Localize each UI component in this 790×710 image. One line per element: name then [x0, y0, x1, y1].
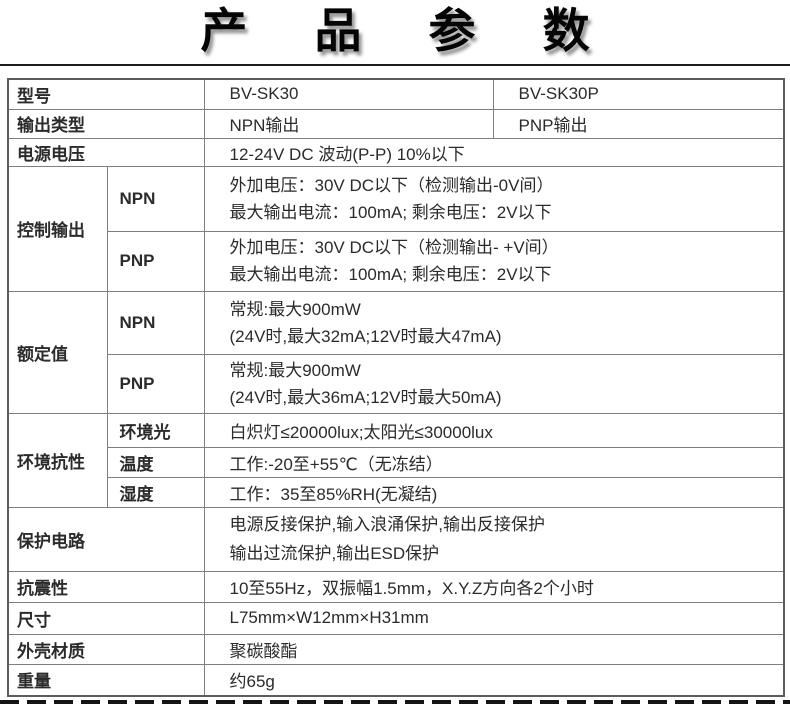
model-label: 型号	[7, 78, 205, 110]
rated-npn-line1: 常规:最大900mW	[229, 299, 361, 319]
protection-label: 保护电路	[7, 506, 205, 572]
control-output-npn-line1: 外加电压：30V DC以下（检测输出-0V间）	[229, 175, 554, 195]
rated-pnp-line1: 常规:最大900mW	[229, 360, 361, 380]
vibration-value: 10至55Hz，双振幅1.5mm，X.Y.Z方向各2个小时	[203, 570, 785, 603]
row-humidity: 湿度 工作：35至85%RH(无凝结)	[8, 476, 785, 508]
row-material: 外壳材质 聚碳酸酯	[7, 633, 785, 665]
output-type-value-npn: NPN输出	[203, 108, 494, 139]
rated-npn-label: NPN	[106, 290, 205, 355]
row-control-output-pnp: PNP 外加电压：30V DC以下（检测输出- +V间） 最大输出电流：100m…	[8, 230, 785, 292]
weight-value: 约65g	[203, 663, 785, 697]
output-type-value-pnp: PNP输出	[492, 108, 785, 139]
humidity-label: 湿度	[106, 476, 205, 508]
material-label: 外壳材质	[7, 633, 205, 665]
ambient-light-value: 白炽灯≤20000lux;太阳光≤30000lux	[203, 412, 785, 448]
control-output-pnp-value: 外加电压：30V DC以下（检测输出- +V间） 最大输出电流：100mA; 剩…	[203, 230, 785, 292]
bottom-dashed-divider	[0, 700, 790, 704]
row-power-voltage: 电源电压 12-24V DC 波动(P-P) 10%以下	[7, 137, 785, 167]
row-rated-npn: 额定值 NPN 常规:最大900mW (24V时,最大32mA;12V时最大47…	[7, 290, 785, 414]
row-temperature: 温度 工作:-20至+55℃（无冻结）	[8, 446, 785, 478]
row-model: 型号 BV-SK30 BV-SK30P	[7, 78, 785, 110]
ambient-light-label: 环境光	[106, 412, 205, 448]
page-title: 产 品 参 数	[200, 4, 617, 57]
row-dimensions: 尺寸 L75mm×W12mm×H31mm	[7, 601, 785, 635]
environment-label: 环境抗性	[7, 412, 108, 508]
control-output-pnp-line1: 外加电压：30V DC以下（检测输出- +V间）	[229, 238, 559, 257]
control-output-pnp-line2: 最大输出电流：100mA; 剩余电压：2V以下	[229, 265, 552, 284]
control-output-npn-label: NPN	[106, 165, 205, 232]
control-output-npn-line2: 最大输出电流：100mA; 剩余电压：2V以下	[229, 202, 552, 222]
rated-npn-line2: (24V时,最大32mA;12V时最大47mA)	[229, 326, 502, 346]
row-output-type: 输出类型 NPN输出 PNP输出	[7, 108, 785, 139]
row-ambient-light: 环境抗性 环境光 白炽灯≤20000lux;太阳光≤30000lux	[7, 412, 785, 508]
output-type-label: 输出类型	[7, 108, 205, 139]
rated-pnp-value: 常规:最大900mW (24V时,最大36mA;12V时最大50mA)	[203, 353, 785, 414]
protection-line1: 电源反接保护,输入浪涌保护,输出反接保护	[229, 515, 545, 534]
row-protection: 保护电路 电源反接保护,输入浪涌保护,输出反接保护 输出过流保护,输出ESD保护	[7, 506, 785, 572]
protection-value: 电源反接保护,输入浪涌保护,输出反接保护 输出过流保护,输出ESD保护	[203, 506, 785, 572]
temperature-value: 工作:-20至+55℃（无冻结）	[203, 446, 785, 478]
power-voltage-label: 电源电压	[7, 137, 205, 167]
vibration-label: 抗震性	[7, 570, 205, 603]
material-value: 聚碳酸酯	[203, 633, 785, 665]
rated-pnp-line2: (24V时,最大36mA;12V时最大50mA)	[229, 387, 502, 407]
dimensions-value: L75mm×W12mm×H31mm	[203, 601, 785, 635]
row-control-output-npn: 控制输出 NPN 外加电压：30V DC以下（检测输出-0V间） 最大输出电流：…	[7, 165, 785, 292]
control-output-npn-value: 外加电压：30V DC以下（检测输出-0V间） 最大输出电流：100mA; 剩余…	[203, 165, 785, 232]
weight-label: 重量	[7, 663, 205, 697]
product-spec-table: 型号 BV-SK30 BV-SK30P 输出类型 NPN输出 PNP输出 电源电…	[7, 78, 785, 697]
control-output-label: 控制输出	[7, 165, 108, 292]
model-value-pnp: BV-SK30P	[492, 78, 785, 110]
temperature-label: 温度	[106, 446, 205, 478]
control-output-pnp-label: PNP	[106, 230, 205, 292]
rated-pnp-label: PNP	[106, 353, 205, 414]
row-rated-pnp: PNP 常规:最大900mW (24V时,最大36mA;12V时最大50mA)	[8, 353, 785, 414]
model-value-npn: BV-SK30	[203, 78, 494, 110]
dimensions-label: 尺寸	[7, 601, 205, 635]
protection-line2: 输出过流保护,输出ESD保护	[229, 544, 440, 563]
rated-npn-value: 常规:最大900mW (24V时,最大32mA;12V时最大47mA)	[203, 290, 785, 355]
title-divider-line	[0, 64, 790, 66]
rated-value-label: 额定值	[7, 290, 108, 414]
row-vibration: 抗震性 10至55Hz，双振幅1.5mm，X.Y.Z方向各2个小时	[7, 570, 785, 603]
power-voltage-value: 12-24V DC 波动(P-P) 10%以下	[203, 137, 785, 167]
humidity-value: 工作：35至85%RH(无凝结)	[203, 476, 785, 508]
row-weight: 重量 约65g	[7, 663, 785, 697]
